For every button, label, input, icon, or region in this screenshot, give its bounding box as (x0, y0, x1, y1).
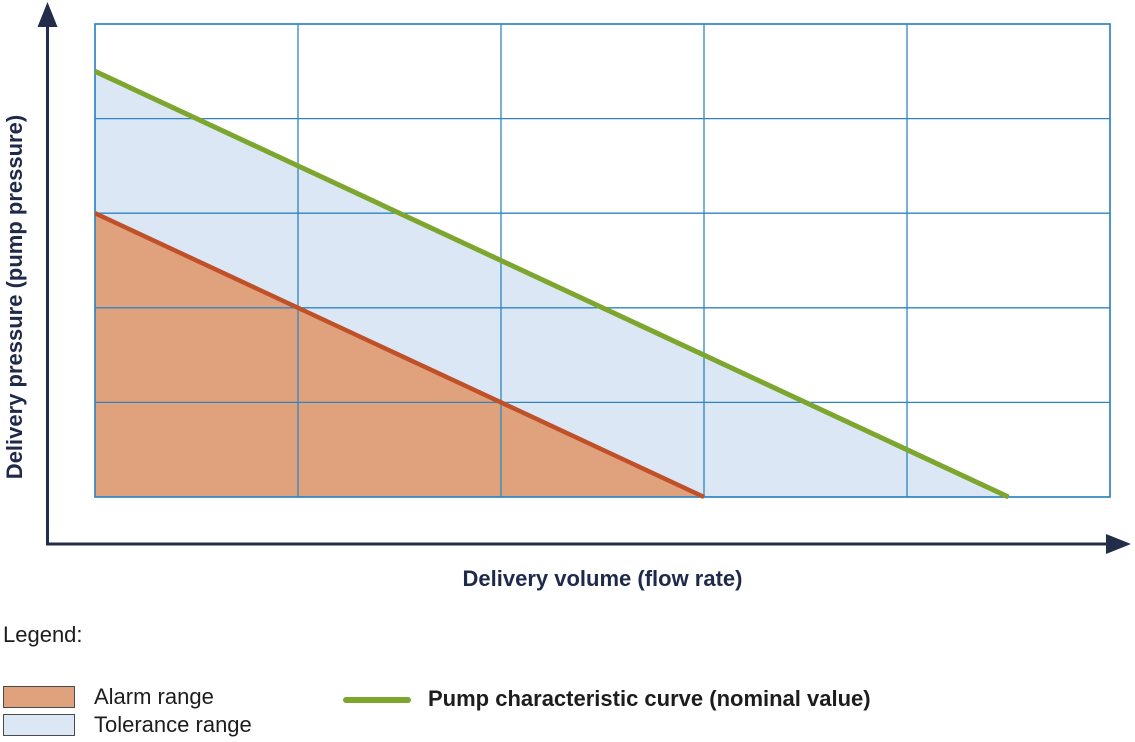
y-axis-arrow-icon (37, 2, 58, 27)
nominal-curve-line (93, 69, 1010, 500)
y-axis-label: Delivery pressure (pump pressure) (2, 114, 27, 480)
alarm-range-swatch (3, 686, 75, 708)
legend-title: Legend: (3, 622, 83, 647)
x-axis-arrow-icon (1106, 534, 1131, 554)
alarm-range-label: Alarm range (94, 684, 214, 709)
nominal-curve-swatch (343, 697, 411, 703)
pump-curve-chart (37, 2, 1131, 554)
alarm-boundary-line (94, 211, 705, 500)
plot-frame (94, 23, 1111, 498)
tolerance-range-swatch (3, 714, 75, 736)
tolerance-range-label: Tolerance range (94, 712, 252, 737)
nominal-curve-label: Pump characteristic curve (nominal value… (428, 686, 871, 711)
x-axis-label: Delivery volume (flow rate) (462, 566, 743, 591)
